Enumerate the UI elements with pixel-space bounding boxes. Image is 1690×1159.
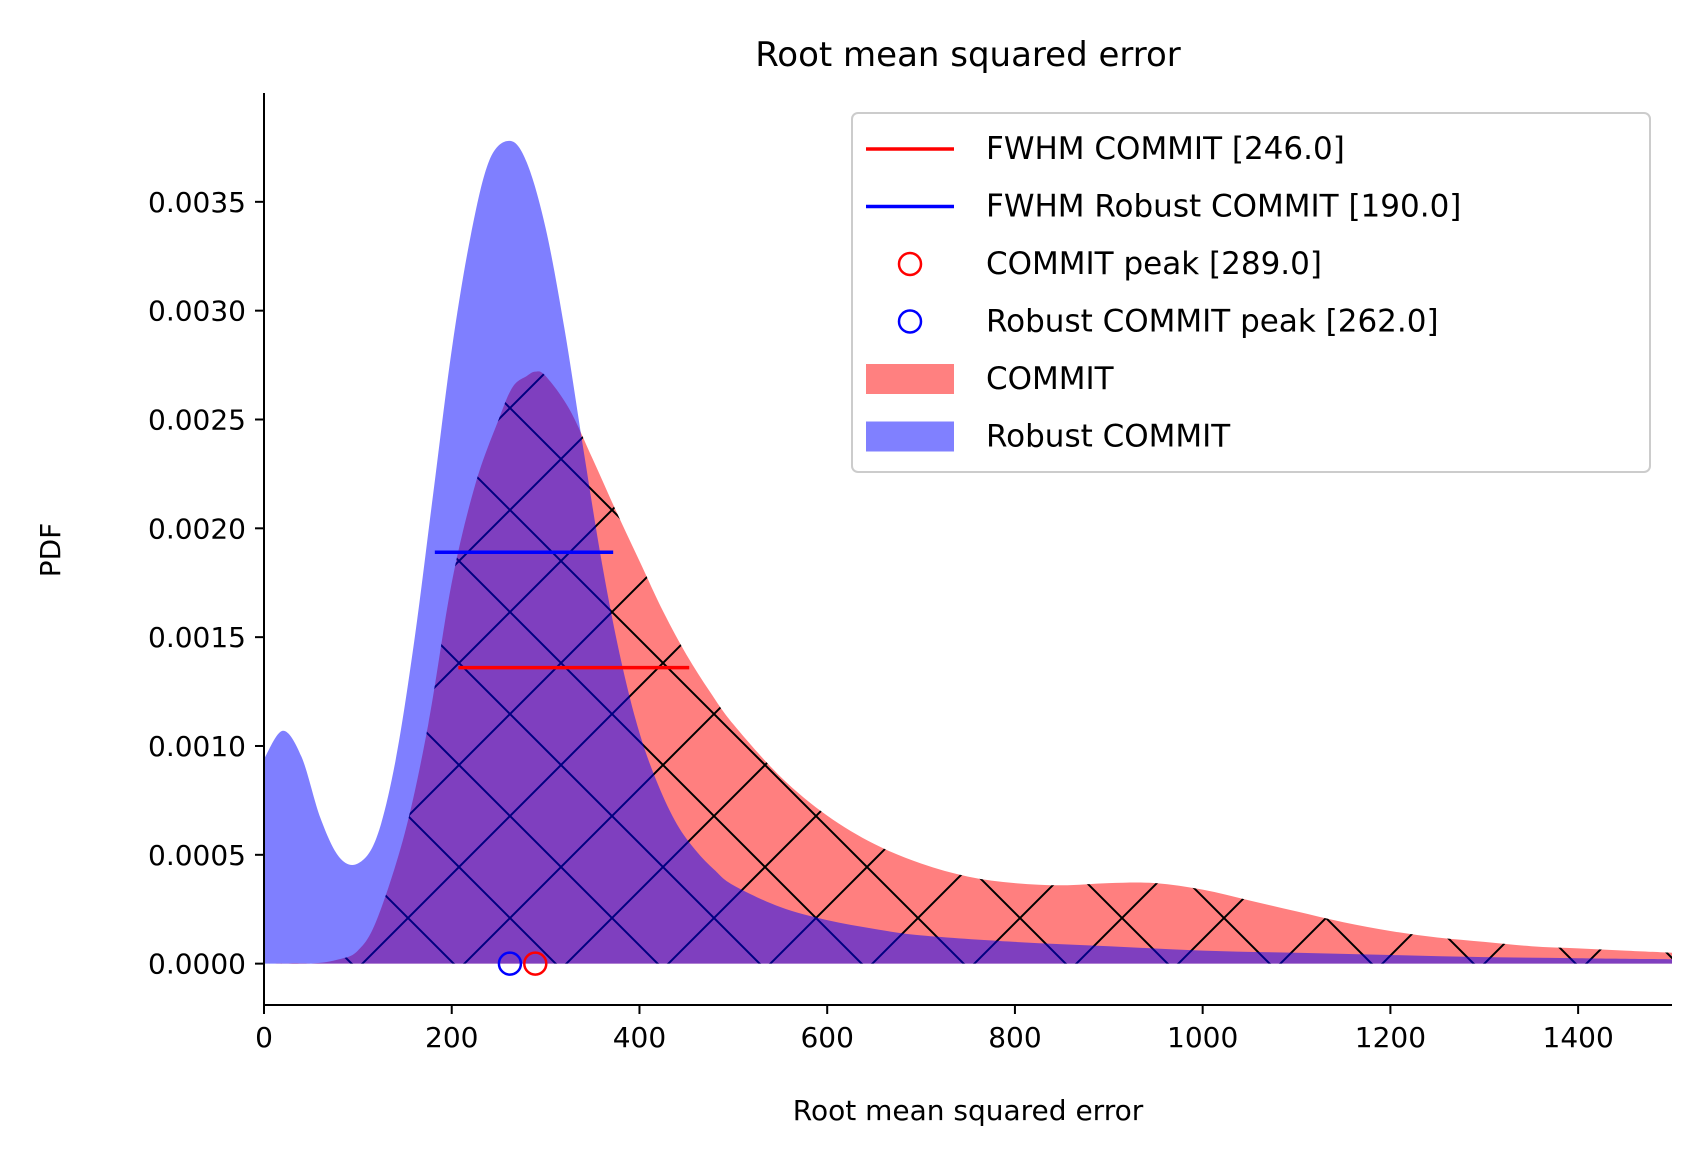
- x-tick-label: 600: [800, 1021, 853, 1054]
- commit-peak-marker: [523, 951, 548, 976]
- y-tick-label: 0.0020: [148, 512, 246, 545]
- legend-label: Robust COMMIT peak [262.0]: [986, 304, 1439, 340]
- x-tick-label: 1400: [1543, 1021, 1614, 1054]
- y-tick-label: 0.0030: [148, 295, 246, 328]
- legend-frame: [851, 112, 1651, 473]
- y-axis-label: PDF: [34, 523, 67, 578]
- y-tick-label: 0.0000: [148, 948, 246, 981]
- y-tick-label: 0.0010: [148, 730, 246, 763]
- legend-handle-commit: [866, 364, 954, 394]
- y-tick-label: 0.0035: [148, 186, 246, 219]
- legend-label: COMMIT: [986, 361, 1115, 397]
- legend-label: FWHM Robust COMMIT [190.0]: [986, 189, 1461, 225]
- y-tick-label: 0.0025: [148, 403, 246, 436]
- robust-commit-peak-marker: [497, 951, 523, 976]
- area-robust-commit: [264, 140, 1672, 964]
- x-tick-label: 800: [988, 1021, 1041, 1054]
- legend-label: Robust COMMIT: [986, 419, 1231, 455]
- legend-handle-commit-peak-289-0: [897, 251, 923, 277]
- x-tick-label: 400: [613, 1021, 666, 1054]
- legend-label: COMMIT peak [289.0]: [986, 246, 1322, 282]
- x-tick-label: 200: [425, 1021, 478, 1054]
- y-tick-label: 0.0005: [148, 839, 246, 872]
- legend: FWHM COMMIT [246.0] FWHM Robust COMMIT [1…: [851, 112, 1651, 473]
- chart-title: Root mean squared error: [755, 35, 1181, 75]
- legend-handle-robust-commit-peak-262-0: [897, 309, 923, 334]
- x-tick-label: 0: [255, 1021, 273, 1054]
- legend-handle-robust-commit: [866, 421, 954, 452]
- legend-label: FWHM COMMIT [246.0]: [986, 131, 1345, 167]
- x-axis-label: Root mean squared error: [793, 1094, 1144, 1127]
- y-tick-label: 0.0015: [148, 621, 246, 654]
- x-tick-label: 1000: [1167, 1021, 1238, 1054]
- x-tick-label: 1200: [1355, 1021, 1426, 1054]
